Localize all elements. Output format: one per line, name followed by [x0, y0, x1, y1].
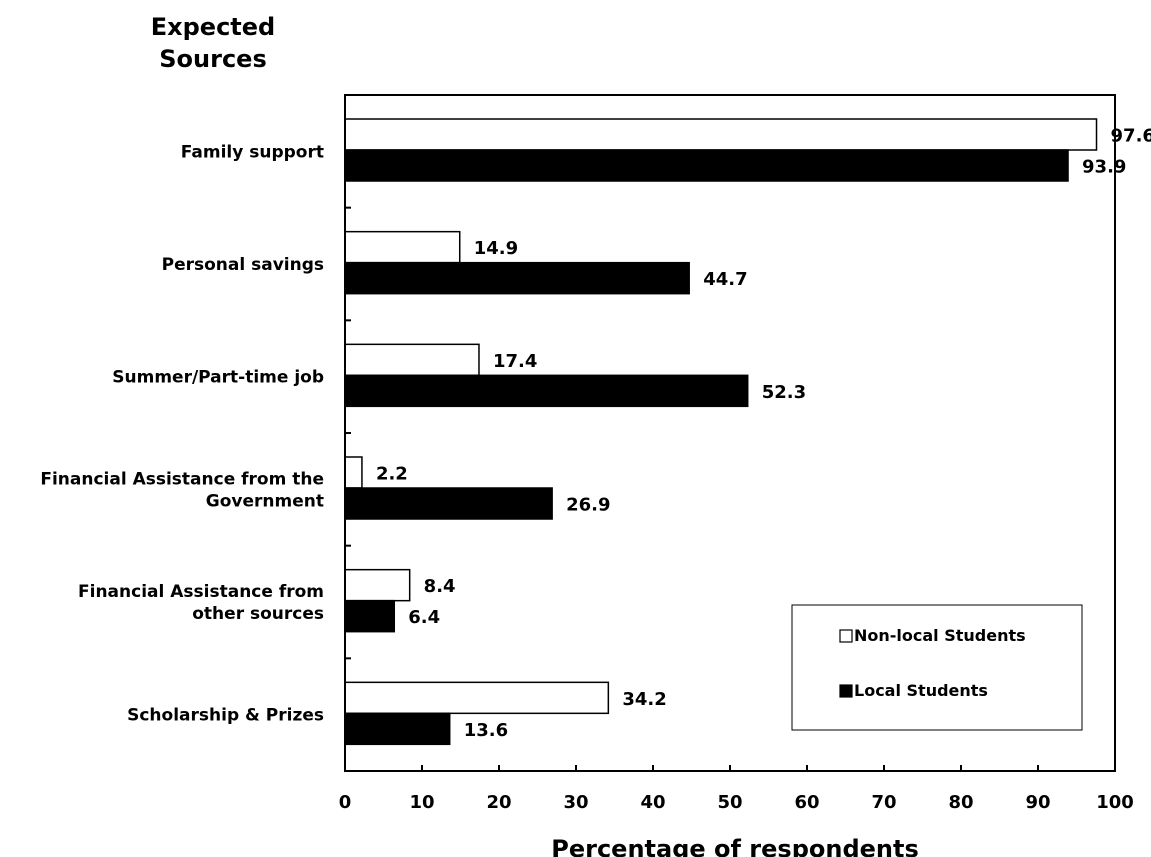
- category-label-line: Government: [206, 491, 324, 511]
- category-label-line: Financial Assistance from: [78, 582, 324, 602]
- legend-swatch: [839, 629, 853, 643]
- bar-non-local: [344, 456, 363, 489]
- bar-local: [344, 599, 396, 633]
- category-label-line: Summer/Part-time job: [112, 368, 324, 388]
- data-label: 34.2: [622, 689, 666, 710]
- legend-swatch: [839, 684, 853, 698]
- data-label: 44.7: [703, 269, 747, 290]
- legend-label: Non-local Students: [854, 626, 1026, 645]
- category-label-line: Personal savings: [162, 255, 324, 275]
- x-tick-label: 30: [563, 792, 588, 813]
- category-label-line: Family support: [181, 142, 324, 162]
- bar-non-local: [344, 118, 1098, 151]
- x-tick-label: 20: [486, 792, 511, 813]
- bar-non-local: [344, 568, 411, 602]
- category-label: Scholarship & Prizes: [127, 706, 324, 726]
- data-label: 2.2: [376, 464, 408, 485]
- bar-local: [344, 261, 690, 295]
- data-label: 93.9: [1082, 157, 1126, 178]
- x-tick-label: 90: [1025, 792, 1050, 813]
- x-tick-label: 80: [948, 792, 973, 813]
- x-tick-label: 100: [1096, 792, 1134, 813]
- data-labels: 97.6 93.9 14.9 44.7 17.4 52.3 2.2 26.9 8.4 6.4 34.…: [376, 126, 1151, 741]
- bar-local: [344, 149, 1069, 182]
- x-tick-label: 70: [871, 792, 896, 813]
- data-label: 97.6: [1111, 126, 1151, 147]
- data-label: 8.4: [424, 576, 456, 597]
- axis-ticks: [344, 206, 1116, 771]
- data-label: 26.9: [566, 495, 610, 516]
- category-label: Summer/Part-time job: [112, 368, 324, 388]
- bar-non-local: [344, 681, 610, 715]
- legend-box: [791, 604, 1083, 731]
- y-axis-title: Expected Sources: [151, 13, 276, 73]
- x-tick-label: 50: [717, 792, 742, 813]
- bar-non-local: [344, 343, 480, 377]
- x-tick-label: 60: [794, 792, 819, 813]
- x-tick-labels: 0 10 20 30 40 50 60 70 80 90 100: [339, 792, 1134, 813]
- bar-local: [344, 712, 451, 746]
- legend-label: Local Students: [854, 681, 988, 700]
- x-tick-label: 10: [409, 792, 434, 813]
- bars: [344, 118, 1098, 746]
- x-tick-label: 40: [640, 792, 665, 813]
- category-label: Financial Assistance from the Government: [40, 469, 324, 511]
- data-label: 6.4: [408, 607, 440, 628]
- data-label: 52.3: [762, 382, 806, 403]
- bar-local: [344, 487, 553, 520]
- x-axis-title: Percentage of respondents: [551, 835, 919, 857]
- category-label-line: Financial Assistance from the: [40, 469, 324, 489]
- data-label: 13.6: [464, 720, 508, 741]
- x-tick-label: 0: [339, 792, 352, 813]
- bar-local: [344, 374, 749, 408]
- data-label: 14.9: [474, 238, 518, 259]
- category-label: Personal savings: [162, 255, 324, 275]
- legend: Non-local Students Local Students: [791, 604, 1083, 731]
- category-labels: Family support Personal savings Summer/Par…: [40, 142, 324, 725]
- data-label: 17.4: [493, 351, 537, 372]
- category-label: Financial Assistance from other sources: [78, 582, 324, 624]
- y-axis-title-line: Expected: [151, 13, 276, 41]
- category-label: Family support: [181, 142, 324, 162]
- category-label-line: Scholarship & Prizes: [127, 706, 324, 726]
- category-label-line: other sources: [192, 604, 324, 624]
- y-axis-title-line: Sources: [159, 45, 266, 73]
- bar-non-local: [344, 230, 461, 264]
